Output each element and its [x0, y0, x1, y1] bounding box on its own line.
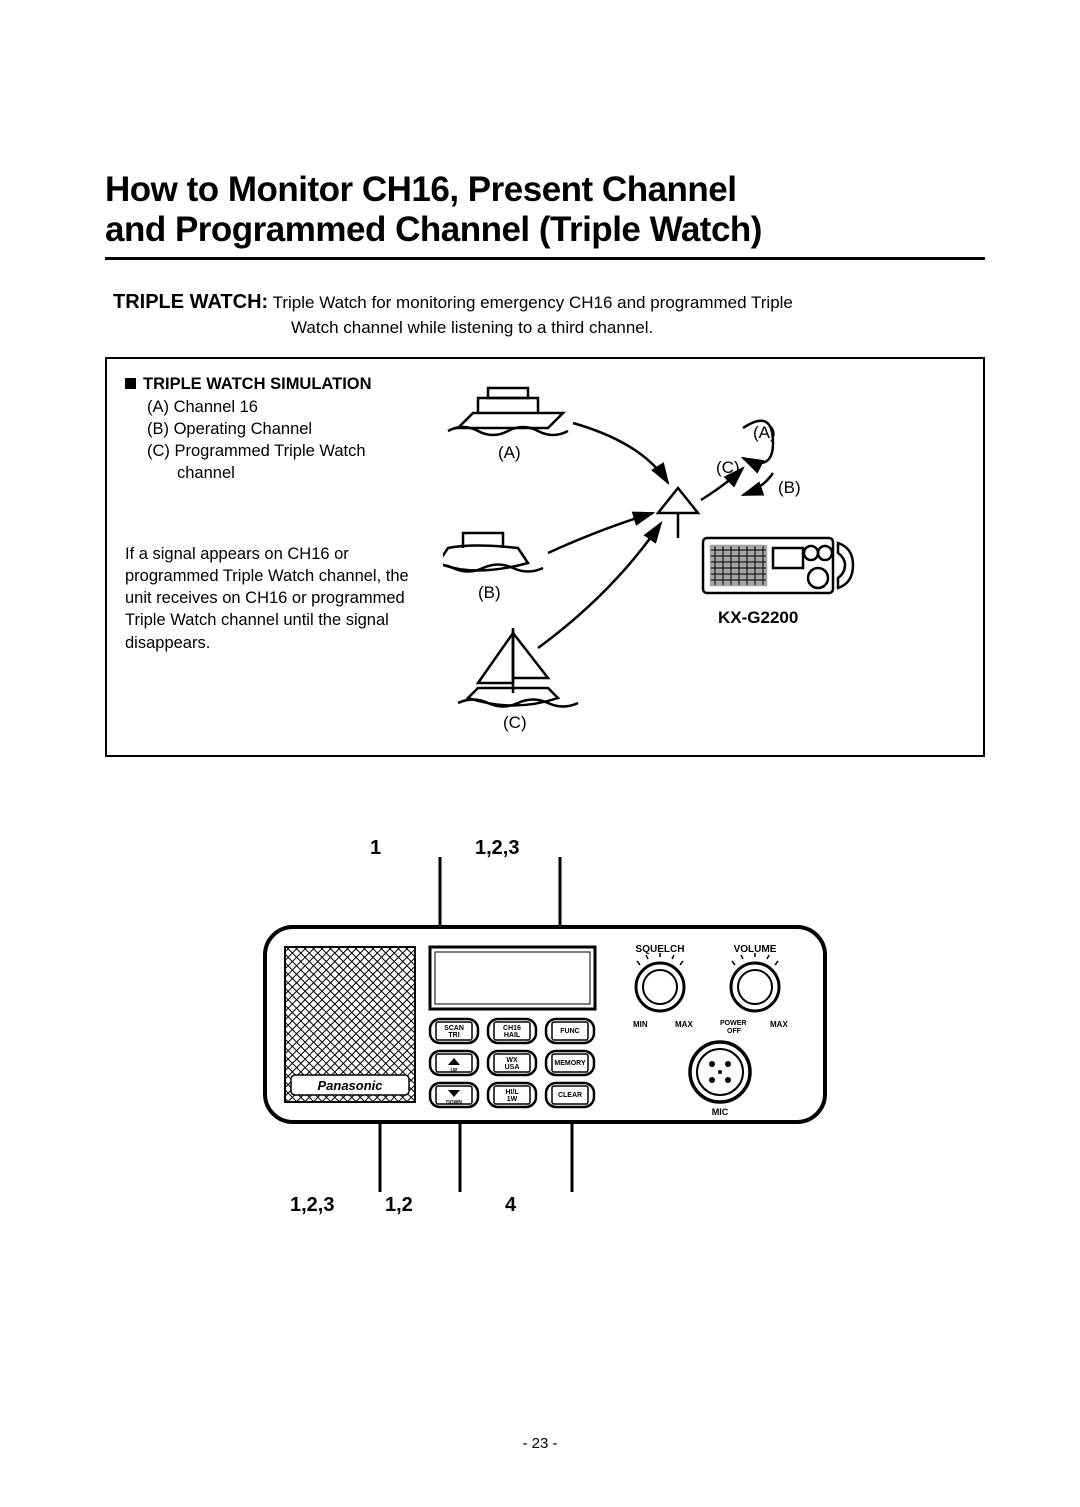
- svg-text:UP: UP: [451, 1068, 459, 1074]
- simulation-paragraph: If a signal appears on CH16 or programme…: [125, 543, 425, 654]
- bullet-square-icon: [125, 378, 136, 389]
- svg-text:1W: 1W: [507, 1096, 518, 1103]
- label-a: (A): [498, 443, 521, 462]
- svg-text:TRI: TRI: [448, 1032, 459, 1039]
- svg-text:MIC: MIC: [712, 1107, 729, 1117]
- sim-item-a: (A) Channel 16: [147, 396, 425, 418]
- label-c: (C): [503, 713, 527, 732]
- simulation-list: (A) Channel 16 (B) Operating Channel (C)…: [147, 396, 425, 485]
- svg-text:MAX: MAX: [675, 1020, 693, 1029]
- svg-text:WX: WX: [506, 1057, 518, 1064]
- page-number: - 23 -: [0, 1435, 1080, 1452]
- simulation-box: TRIPLE WATCH SIMULATION (A) Channel 16 (…: [105, 357, 985, 757]
- svg-text:POWER: POWER: [720, 1020, 746, 1027]
- label-a2: (A): [753, 423, 776, 442]
- callout-top-right: 1,2,3: [475, 837, 519, 860]
- title-line-2: and Programmed Channel (Triple Watch): [105, 210, 762, 249]
- sim-item-c-cont: channel: [177, 462, 425, 484]
- radio-svg: Panasonic SCANTRI CH16HAIL FUNC: [245, 847, 845, 1207]
- label-c2: (C): [716, 458, 740, 477]
- sim-item-b: (B) Operating Channel: [147, 418, 425, 440]
- title-line-1: How to Monitor CH16, Present Channel: [105, 170, 737, 209]
- intro-paragraph: TRIPLE WATCH: Triple Watch for monitorin…: [113, 288, 985, 340]
- svg-text:OFF: OFF: [727, 1028, 742, 1035]
- svg-text:FUNC: FUNC: [560, 1028, 579, 1035]
- simulation-diagram: (A) (B) (C) (A) (B) (C) KX-G2200: [443, 373, 965, 733]
- diagram-svg: (A) (B) (C) (A) (B) (C) KX-G2200: [443, 373, 873, 733]
- label-b2: (B): [778, 478, 801, 497]
- svg-text:SCAN: SCAN: [444, 1025, 464, 1032]
- callout-bottom-right: 4: [505, 1194, 516, 1217]
- svg-text:MAX: MAX: [770, 1020, 788, 1029]
- svg-text:MEMORY: MEMORY: [554, 1060, 586, 1067]
- label-b: (B): [478, 583, 501, 602]
- page-title: How to Monitor CH16, Present Channel and…: [105, 170, 985, 251]
- intro-text-2: Watch channel while listening to a third…: [291, 316, 653, 340]
- intro-label: TRIPLE WATCH:: [113, 291, 268, 313]
- svg-text:Panasonic: Panasonic: [317, 1078, 383, 1093]
- svg-text:CH16: CH16: [503, 1025, 521, 1032]
- svg-text:DOWN: DOWN: [446, 1100, 462, 1106]
- svg-text:CLEAR: CLEAR: [558, 1092, 582, 1099]
- callout-bottom-mid: 1,2: [385, 1194, 413, 1217]
- callout-top-left: 1: [370, 837, 381, 860]
- title-underline: [105, 257, 985, 260]
- callout-bottom-left: 1,2,3: [290, 1194, 334, 1217]
- svg-text:HI/L: HI/L: [505, 1089, 519, 1096]
- svg-text:USA: USA: [505, 1064, 520, 1071]
- svg-text:MIN: MIN: [633, 1020, 648, 1029]
- sim-heading-text: TRIPLE WATCH SIMULATION: [143, 375, 372, 393]
- simulation-text: TRIPLE WATCH SIMULATION (A) Channel 16 (…: [125, 373, 425, 733]
- radio-panel-section: 1 1,2,3 1,2,3 1,2 4: [105, 847, 985, 1207]
- intro-text-1: Triple Watch for monitoring emergency CH…: [273, 293, 793, 312]
- simulation-heading: TRIPLE WATCH SIMULATION: [125, 373, 425, 395]
- svg-text:HAIL: HAIL: [504, 1032, 521, 1039]
- model-label: KX-G2200: [718, 608, 798, 627]
- sim-item-c: (C) Programmed Triple Watch: [147, 440, 425, 462]
